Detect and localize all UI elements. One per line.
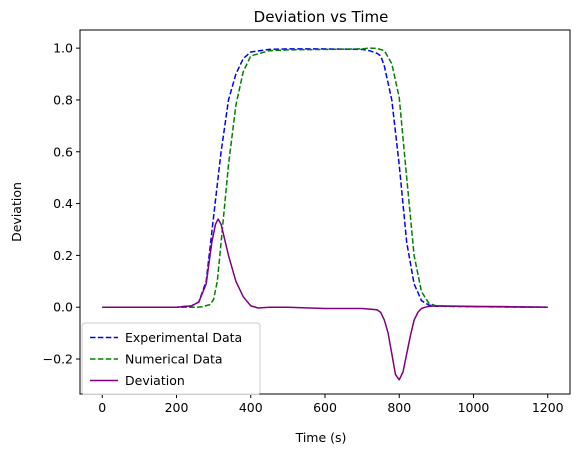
x-tick-label: 1000 — [458, 400, 490, 415]
x-axis: 0 200 400 600 800 1000 1200 — [98, 394, 564, 415]
y-tick-label: 0.0 — [53, 300, 73, 315]
plot-area — [102, 47, 548, 381]
chart-title: Deviation vs Time — [254, 8, 389, 26]
series-line-2 — [102, 47, 548, 308]
x-tick-label: 600 — [313, 400, 337, 415]
y-tick-label: 0.6 — [53, 144, 73, 159]
x-tick-label: 0 — [98, 400, 106, 415]
legend-label-3: Deviation — [125, 373, 185, 388]
x-tick-label: 800 — [387, 400, 411, 415]
y-axis: −0.2 0.0 0.2 0.4 0.6 0.8 1.0 — [43, 41, 80, 367]
legend-label-2: Numerical Data — [125, 352, 223, 367]
y-tick-label: 0.4 — [53, 196, 73, 211]
legend-box — [81, 322, 261, 395]
y-tick-label: 1.0 — [53, 41, 73, 56]
x-axis-title: Time (s) — [295, 430, 347, 445]
series-line-1 — [102, 48, 548, 308]
legend: Experimental Data Numerical Data Deviation — [81, 322, 261, 395]
y-tick-label: −0.2 — [43, 352, 73, 367]
y-axis-title: Deviation — [9, 182, 24, 242]
legend-label-1: Experimental Data — [125, 330, 242, 345]
series-line-3 — [102, 218, 548, 381]
x-tick-label: 1200 — [532, 400, 564, 415]
y-tick-label: 0.2 — [53, 248, 73, 263]
x-tick-label: 200 — [165, 400, 189, 415]
x-tick-label: 400 — [239, 400, 263, 415]
y-tick-label: 0.8 — [53, 92, 73, 107]
